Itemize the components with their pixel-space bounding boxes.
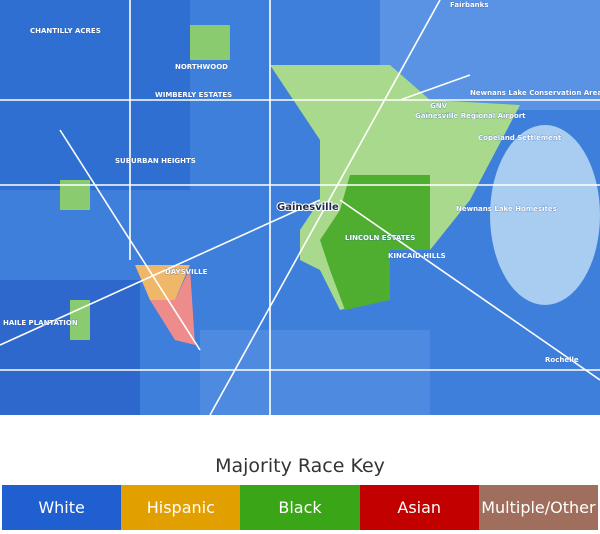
- legend-item: Asian: [359, 485, 479, 530]
- region-black: [60, 180, 90, 210]
- region-hispanic: [135, 265, 190, 300]
- roads: [0, 0, 600, 415]
- legend-item: Hispanic: [121, 485, 241, 530]
- city-label: Gainesville: [277, 202, 339, 213]
- map-label: CHANTILLY ACRES: [30, 27, 101, 35]
- region-black: [70, 300, 90, 340]
- map-label: Gainesville Regional Airport: [415, 112, 526, 120]
- legend-title: Majority Race Key: [215, 455, 385, 477]
- region-black: [190, 25, 230, 60]
- map-label: Newnans Lake Conservation Area: [470, 89, 600, 97]
- lake: [490, 125, 600, 305]
- map-label: Copeland Settlement: [478, 134, 562, 142]
- map-label: DAYSVILLE: [165, 268, 208, 276]
- legend-item: White: [2, 485, 122, 530]
- map-label: KINCAID HILLS: [388, 252, 446, 260]
- map-label: LINCOLN ESTATES: [345, 234, 415, 242]
- map-label: Rochelle: [545, 356, 579, 364]
- map-label: Newnans Lake Homesites: [456, 205, 557, 213]
- map-label: NORTHWOOD: [175, 63, 228, 71]
- map-label: GNV: [430, 102, 448, 110]
- map-label: SUBURBAN HEIGHTS: [115, 157, 196, 165]
- region-black: [320, 175, 430, 310]
- map-label: HAILE PLANTATION: [3, 319, 78, 327]
- region: [200, 330, 430, 415]
- region: [0, 0, 190, 190]
- legend-item: Black: [240, 485, 360, 530]
- legend: White Hispanic Black Asian Multiple/Other: [2, 485, 599, 530]
- map-label: Fairbanks: [450, 1, 489, 9]
- map-label: WIMBERLY ESTATES: [155, 91, 232, 99]
- legend-item: Multiple/Other: [478, 485, 599, 530]
- map: Fairbanks CHANTILLY ACRES NORTHWOOD WIMB…: [0, 0, 600, 415]
